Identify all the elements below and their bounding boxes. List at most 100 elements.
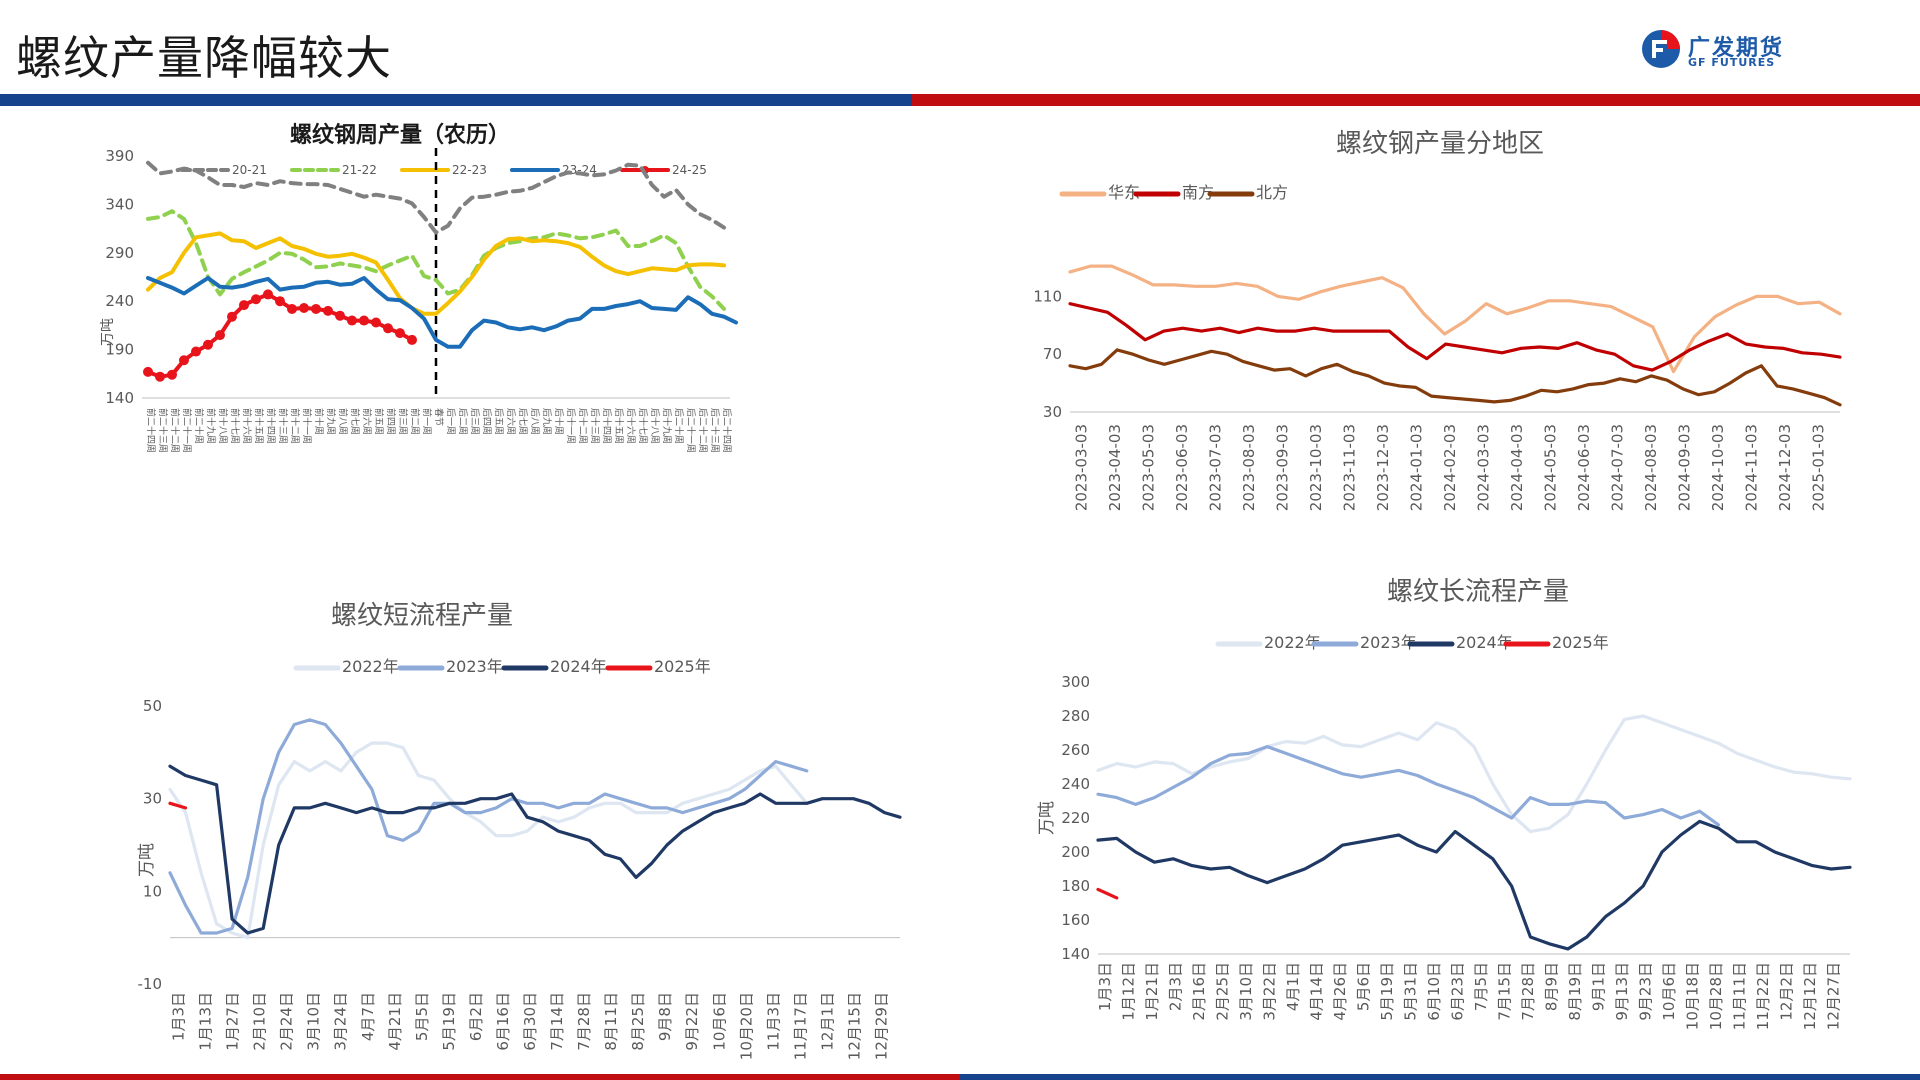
x-tick-label: 6月16日 <box>494 992 512 1051</box>
data-point-24-25 <box>203 339 213 350</box>
y-tick-label: 390 <box>105 147 134 165</box>
x-tick-label: 前二十一周 <box>181 408 193 453</box>
footer-band-blue <box>960 1074 1920 1080</box>
x-tick-label: 后十二周 <box>577 408 589 444</box>
x-tick-label: 4月26日 <box>1331 962 1349 1021</box>
data-point-24-25 <box>215 330 225 341</box>
series-line-华东 <box>1068 264 1842 374</box>
x-tick-label: 2024-09-03 <box>1675 424 1693 511</box>
y-tick-label: 260 <box>1061 741 1090 759</box>
y-tick-label: 300 <box>1061 673 1090 691</box>
x-tick-label: 2月24日 <box>278 992 296 1051</box>
weekly-output-chart: 螺纹钢周产量（农历）20-21 21-22 22-23 23-24 24-2514019… <box>100 122 738 453</box>
data-point-24-25 <box>275 296 285 307</box>
y-axis-label: 万吨 <box>137 843 157 877</box>
x-tick-label: 8月25日 <box>629 992 647 1051</box>
x-tick-label: 春节 <box>433 408 445 426</box>
x-tick-label: 前二十周 <box>193 408 205 444</box>
x-tick-label: 8月19日 <box>1566 962 1584 1021</box>
legend-label: 20-21 <box>232 163 267 177</box>
x-tick-label: 2024-07-03 <box>1608 424 1626 511</box>
x-tick-label: 1月12日 <box>1119 962 1137 1021</box>
x-tick-label: 9月22日 <box>683 992 701 1051</box>
x-tick-label: 2024-01-03 <box>1408 424 1426 511</box>
series-line-21-22 <box>146 209 726 311</box>
x-tick-label: 前十三周 <box>277 408 289 444</box>
series-line-23-24 <box>146 276 738 349</box>
x-tick-label: 12月2日 <box>1777 962 1795 1021</box>
x-tick-label: 前十九周 <box>205 408 217 444</box>
header-band-blue <box>0 94 912 106</box>
x-tick-label: 后六周 <box>505 408 517 435</box>
x-tick-label: 6月23日 <box>1448 962 1466 1021</box>
x-tick-label: 2024-04-03 <box>1508 424 1526 511</box>
gf-logo-icon <box>1642 30 1680 68</box>
legend-label: 2022年 <box>342 657 399 676</box>
y-tick-label: 290 <box>105 244 134 262</box>
y-tick-label: 160 <box>1061 911 1090 929</box>
x-tick-label: 2024-10-03 <box>1709 424 1727 511</box>
x-tick-label: 后二十三周 <box>709 408 721 453</box>
x-tick-label: 后九周 <box>541 408 552 435</box>
x-tick-label: 后十九周 <box>661 408 673 444</box>
x-tick-label: 7月28日 <box>1519 962 1537 1021</box>
x-tick-label: 8月11日 <box>602 992 620 1051</box>
x-tick-label: 后十三周 <box>589 408 601 444</box>
y-tick-label: 30 <box>1043 403 1062 421</box>
legend-label: 2023年 <box>1360 633 1417 652</box>
x-tick-label: 前一周 <box>421 408 433 435</box>
legend-label: 2024年 <box>550 657 607 676</box>
x-tick-label: 4月21日 <box>386 992 404 1051</box>
x-tick-label: 2023-12-03 <box>1374 424 1392 511</box>
x-tick-label: 前十六周 <box>241 408 253 444</box>
data-point-24-25 <box>239 300 249 311</box>
legend-item: 22-23 <box>400 163 487 177</box>
x-tick-label: 4月1日 <box>1284 962 1302 1011</box>
data-point-24-25 <box>311 303 321 314</box>
legend-item: 北方 <box>1207 183 1288 202</box>
series-line-2024年 <box>168 764 902 935</box>
x-tick-label: 2023-09-03 <box>1274 424 1292 511</box>
y-tick-label: 220 <box>1061 809 1090 827</box>
x-tick-label: 2024-02-03 <box>1441 424 1459 511</box>
data-point-24-25 <box>287 303 297 314</box>
x-tick-label: 2024-08-03 <box>1642 424 1660 511</box>
y-tick-label: 240 <box>105 292 134 310</box>
x-tick-label: 前十一周 <box>301 408 313 444</box>
x-tick-label: 2023-07-03 <box>1207 424 1225 511</box>
x-tick-label: 6月10日 <box>1425 962 1443 1021</box>
data-point-24-25 <box>155 371 165 382</box>
x-tick-label: 后一周 <box>445 408 456 435</box>
legend-item: 20-21 <box>180 163 267 177</box>
legend-label: 22-23 <box>452 163 487 177</box>
series-line-2025年 <box>168 801 188 810</box>
x-tick-label: 7月28日 <box>575 992 593 1051</box>
y-tick-label: 110 <box>1033 287 1062 305</box>
data-point-24-25 <box>191 346 201 357</box>
series-line-2023年 <box>1096 745 1720 827</box>
series-line-20-21 <box>146 160 726 235</box>
x-tick-label: 5月19日 <box>1378 962 1396 1021</box>
x-tick-label: 9月1日 <box>1589 962 1607 1011</box>
x-tick-label: 后二十周 <box>673 408 685 444</box>
logo-en-text: GF FUTURES <box>1688 56 1776 69</box>
x-tick-label: 11月22日 <box>1754 962 1772 1030</box>
y-tick-label: 50 <box>143 697 162 715</box>
legend-label: 2025年 <box>654 657 711 676</box>
x-tick-label: 后十八周 <box>649 408 661 444</box>
chart-title: 螺纹钢周产量（农历） <box>290 122 510 148</box>
x-tick-label: 2024-12-03 <box>1776 424 1794 511</box>
x-tick-label: 9月13日 <box>1613 962 1631 1021</box>
chart-title: 螺纹钢产量分地区 <box>1336 129 1544 159</box>
x-tick-label: 前八周 <box>337 408 349 435</box>
footer-band-red <box>0 1074 960 1080</box>
data-point-24-25 <box>227 311 237 322</box>
header-band <box>0 94 1920 106</box>
y-tick-label: 70 <box>1043 345 1062 363</box>
x-tick-label: 2024-05-03 <box>1541 424 1559 511</box>
x-tick-label: 后二十四周 <box>721 408 733 453</box>
data-point-24-25 <box>407 334 417 345</box>
data-point-24-25 <box>179 355 189 366</box>
x-tick-label: 前五周 <box>373 408 385 435</box>
